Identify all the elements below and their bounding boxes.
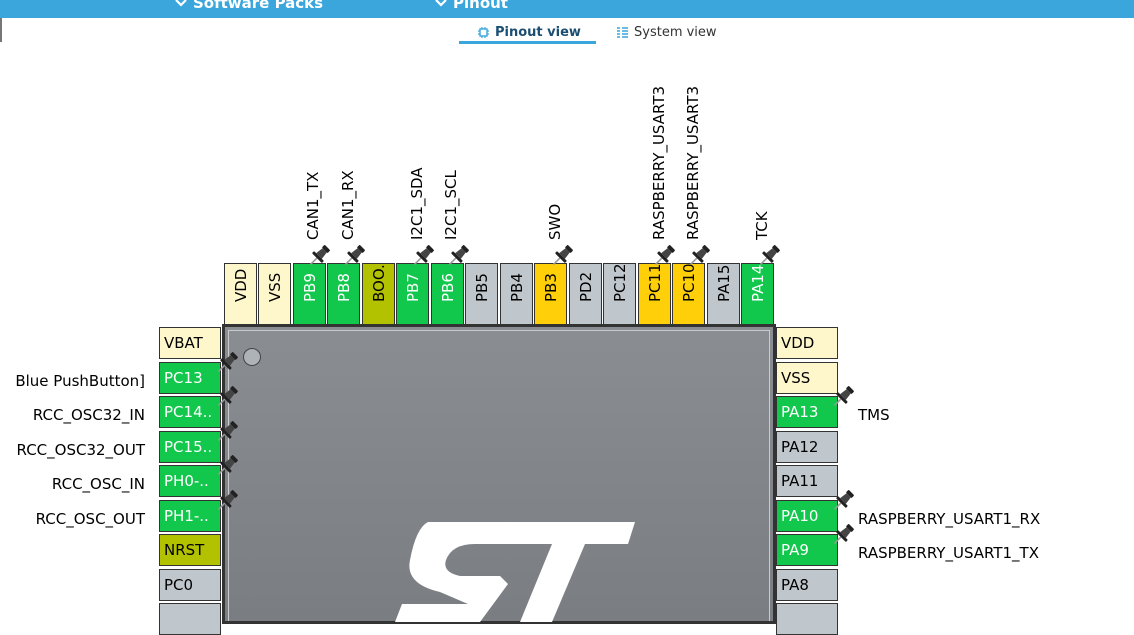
pin1-marker [243, 348, 261, 366]
pin-pc15[interactable]: PC15.. [159, 431, 221, 463]
st-logo-icon [395, 522, 635, 622]
pin-pc1[interactable] [159, 603, 221, 635]
signal-label-tck: TCK [753, 211, 771, 240]
signal-label-rcc-osc32-in: RCC_OSC32_IN [32, 406, 145, 424]
signal-label-usart1-rx: RASPBERRY_USART1_RX [858, 510, 1041, 528]
signal-label-usart1-tx: RASPBERRY_USART1_TX [858, 544, 1039, 562]
pin-ph1[interactable]: PH1-.. [159, 500, 221, 532]
signal-label-rcc-osc-out: RCC_OSC_OUT [35, 510, 145, 528]
pin-nrst[interactable]: NRST [159, 534, 221, 566]
pin-pd2[interactable]: PD2 [569, 263, 602, 325]
active-tab-indicator [459, 41, 596, 44]
tab-pinout-view[interactable]: Pinout view [477, 22, 581, 42]
pin-pb8[interactable]: PB8 [327, 263, 360, 325]
pushpin-icon [214, 488, 240, 514]
chevron-down-icon [435, 0, 447, 7]
pin-ph0[interactable]: PH0-.. [159, 465, 221, 497]
pushpin-icon [830, 384, 856, 410]
pinout-label: Pinout [453, 0, 508, 12]
signal-label-pc11: RASPBERRY_USART3 [650, 85, 668, 240]
pin-top-vss[interactable]: VSS [258, 263, 291, 325]
pushpin-icon [686, 243, 712, 269]
pinout-menu[interactable]: Pinout [435, 0, 508, 12]
pin-pb3[interactable]: PB3 [534, 263, 567, 325]
pushpin-icon [306, 243, 332, 269]
pin-pa15[interactable]: PA15 [707, 263, 740, 325]
pin-pb4[interactable]: PB4 [500, 263, 533, 325]
pin-boot0[interactable]: BOO.. [362, 263, 395, 325]
pushpin-icon [410, 243, 436, 269]
chip-icon [478, 26, 489, 38]
pin-pb6[interactable]: PB6 [431, 263, 464, 325]
pin-pb9[interactable]: PB9 [293, 263, 326, 325]
pin-right-vss[interactable]: VSS [776, 362, 838, 394]
pushpin-icon [214, 453, 240, 479]
pin-pa14[interactable]: PA14 [741, 263, 774, 325]
pin-pa9[interactable]: PA9 [776, 534, 838, 566]
pushpin-icon [214, 350, 240, 376]
signal-label-rcc-osc-in: RCC_OSC_IN [51, 475, 145, 493]
tab-pinout-label: Pinout view [495, 24, 581, 40]
pin-pa13[interactable]: PA13 [776, 396, 838, 428]
pushpin-icon [445, 243, 471, 269]
pin-pb7[interactable]: PB7 [396, 263, 429, 325]
signal-label-swo: SWO [546, 203, 564, 240]
signal-label-i2c1-sda: I2C1_SDA [408, 167, 426, 240]
mcu-chip-body [222, 324, 776, 624]
signal-label-can1-rx: CAN1_RX [339, 170, 357, 240]
pin-pc9[interactable] [776, 603, 838, 635]
pushpin-icon [549, 243, 575, 269]
pin-right-vdd[interactable]: VDD [776, 327, 838, 359]
pushpin-icon [214, 384, 240, 410]
signal-label-can1-tx: CAN1_TX [304, 171, 322, 240]
software-packs-menu[interactable]: Software Packs [175, 0, 323, 12]
pushpin-icon [830, 522, 856, 548]
grid-icon [617, 26, 628, 38]
left-edge [0, 18, 2, 42]
pin-top-vdd[interactable]: VDD [224, 263, 257, 325]
software-packs-label: Software Packs [193, 0, 324, 12]
pin-pa8[interactable]: PA8 [776, 569, 838, 601]
pushpin-icon [214, 419, 240, 445]
top-menu-bar: Software Packs Pinout [0, 0, 1134, 18]
pin-pc10[interactable]: PC10 [672, 263, 705, 325]
pushpin-icon [651, 243, 677, 269]
pin-pc11[interactable]: PC11 [638, 263, 671, 325]
pushpin-icon [756, 243, 782, 269]
pin-pc12[interactable]: PC12 [603, 263, 636, 325]
pin-pc0[interactable]: PC0 [159, 569, 221, 601]
pin-pc14[interactable]: PC14.. [159, 396, 221, 428]
tab-system-label: System view [634, 24, 717, 40]
pushpin-icon [830, 488, 856, 514]
signal-label-rcc-osc32-out: RCC_OSC32_OUT [16, 441, 145, 459]
pin-pa10[interactable]: PA10 [776, 500, 838, 532]
tab-system-view[interactable]: System view [616, 22, 717, 42]
pushpin-icon [341, 243, 367, 269]
chevron-down-icon [175, 0, 187, 7]
pin-pa11[interactable]: PA11 [776, 465, 838, 497]
pin-pa12[interactable]: PA12 [776, 431, 838, 463]
pin-pc13[interactable]: PC13 [159, 362, 221, 394]
pin-vbat[interactable]: VBAT [159, 327, 221, 359]
signal-label-tms: TMS [858, 406, 890, 424]
signal-label-i2c1-scl: I2C1_SCL [442, 170, 460, 240]
signal-label-pc10: RASPBERRY_USART3 [684, 85, 702, 240]
pin-pb5[interactable]: PB5 [465, 263, 498, 325]
signal-label-blue-pushbutton: Blue PushButton] [15, 372, 145, 390]
